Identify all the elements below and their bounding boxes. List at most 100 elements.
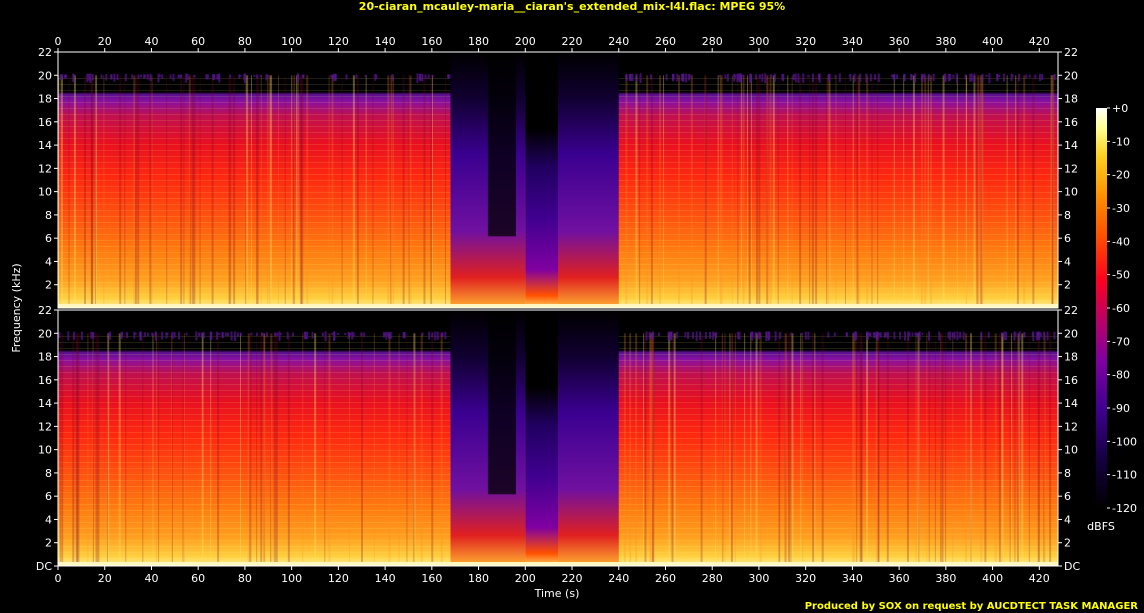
cutoff-edge [286, 331, 289, 340]
cutoff-edge [635, 73, 638, 83]
cutoff-edge [876, 331, 879, 341]
y-tick-label-right: 6 [1064, 232, 1071, 245]
transient-streak [791, 333, 794, 566]
transient-streak [965, 75, 967, 308]
cutoff-edge [1000, 332, 1003, 338]
x-tick-label-bottom: 120 [328, 572, 349, 585]
transient-streak [750, 75, 752, 308]
transient-streak [151, 75, 153, 308]
transient-streak [778, 333, 780, 566]
transient-streak [93, 333, 95, 566]
cutoff-edge [279, 332, 282, 335]
transient-streak [1016, 333, 1019, 566]
low-energy-segment [558, 310, 619, 566]
cutoff-edge [1053, 74, 1056, 81]
y-tick-label-left: 22 [38, 46, 52, 59]
cutoff-edge [382, 332, 385, 338]
transient-streak [799, 75, 802, 308]
cutoff-edge [416, 73, 419, 84]
transient-streak [719, 75, 721, 308]
cutoff-edge [648, 331, 651, 340]
cutoff-edge [243, 74, 246, 81]
cutoff-edge [374, 73, 377, 81]
chart-title: 20-ciaran_mcauley-maria__ciaran's_extend… [359, 0, 785, 13]
cutoff-edge [1031, 332, 1034, 337]
cutoff-edge [165, 331, 168, 339]
colorbar-tick-label: -20 [1112, 169, 1130, 182]
cutoff-edge [685, 73, 688, 83]
cutoff-edge [250, 332, 253, 336]
panel-frame [57, 309, 1059, 567]
cutoff-edge [827, 332, 830, 338]
transient-streak [671, 333, 674, 566]
transient-streak [903, 75, 905, 308]
colorbar-tick-label: -50 [1112, 269, 1130, 282]
cutoff-edge [915, 332, 918, 337]
cutoff-edge [278, 331, 281, 342]
cutoff-edge [60, 74, 63, 81]
transient-streak [246, 75, 249, 308]
transient-streak [629, 333, 632, 566]
transient-streak [755, 333, 758, 566]
y-tick-label-right: 2 [1064, 537, 1071, 550]
transient-streak [1032, 75, 1035, 308]
bass-floor [58, 562, 1058, 566]
cutoff-edge [675, 331, 678, 339]
transient-streak [651, 333, 654, 566]
transient-streak [994, 333, 997, 566]
x-tick-label-bottom: 400 [982, 572, 1003, 585]
transient-streak [210, 333, 212, 566]
transient-streak [858, 75, 861, 308]
cutoff-edge [996, 73, 999, 82]
transient-streak [107, 333, 109, 566]
cutoff-edge [877, 73, 880, 83]
transient-streak [1011, 333, 1013, 566]
colorbar-gradient [1096, 108, 1107, 508]
cutoff-edge [650, 74, 653, 80]
transient-streak [722, 333, 724, 566]
transient-streak [191, 75, 194, 308]
transient-streak [390, 75, 392, 308]
cutoff-edge [360, 332, 363, 337]
transient-streak [61, 333, 64, 566]
transient-streak [137, 75, 140, 308]
cutoff-edge [657, 332, 660, 337]
transient-streak [348, 333, 350, 566]
x-tick-label-top: 320 [795, 35, 816, 48]
cutoff-edge [918, 332, 921, 338]
x-tick-label-bottom: 100 [281, 572, 302, 585]
cutoff-edge [276, 332, 279, 336]
cutoff-edge [347, 331, 350, 340]
cutoff-edge [253, 74, 256, 78]
x-tick-label-bottom: 320 [795, 572, 816, 585]
transient-streak [875, 333, 878, 566]
cutoff-edge [424, 74, 427, 79]
transient-streak [921, 75, 924, 308]
cutoff-edge [265, 73, 268, 81]
transient-streak [956, 75, 958, 308]
cutoff-edge [185, 332, 188, 336]
footer-credit: Produced by SOX on request by AUCDTECT T… [805, 601, 1139, 612]
transient-streak [659, 75, 662, 308]
transient-streak [851, 333, 854, 566]
y-tick-label-left: 16 [38, 374, 52, 387]
transient-streak [297, 75, 299, 308]
transient-streak [388, 333, 391, 566]
transient-streak [166, 75, 168, 308]
cutoff-edge [186, 74, 189, 80]
colorbar-tick-label: -60 [1112, 302, 1130, 315]
transient-streak [266, 75, 268, 308]
cutoff-edge [72, 73, 75, 81]
transient-streak [790, 333, 792, 566]
cutoff-edge [261, 332, 264, 337]
cutoff-edge [421, 332, 424, 337]
cutoff-edge [684, 332, 687, 338]
cutoff-edge [311, 332, 314, 339]
x-tick-label-top: 280 [702, 35, 723, 48]
transient-streak [877, 75, 879, 308]
cutoff-edge [669, 332, 672, 338]
cutoff-edge [296, 73, 299, 84]
transient-streak [73, 75, 76, 308]
y-tick-label-left: 8 [45, 467, 52, 480]
